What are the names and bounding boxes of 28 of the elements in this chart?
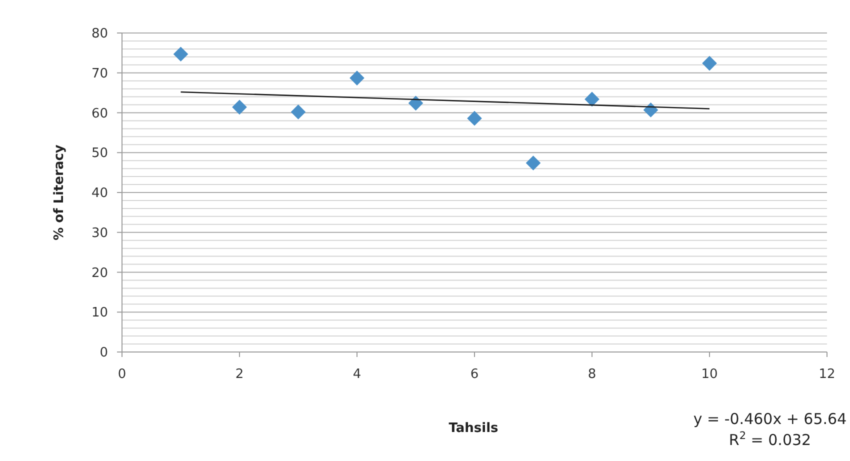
point — [350, 70, 364, 86]
x-tick-label: 0 — [118, 367, 126, 382]
point — [232, 100, 247, 115]
y-tick-label: 10 — [91, 306, 108, 321]
x-axis-title: Tahsils — [448, 421, 499, 436]
text: y = -0.460x + 65.64 — [693, 410, 847, 428]
x-tick-label: 8 — [588, 367, 596, 382]
y-tick-label: 80 — [91, 26, 108, 42]
x-tick-label: 6 — [470, 367, 479, 382]
y-tick-label: 70 — [91, 66, 108, 82]
y-tick-label: 40 — [91, 186, 108, 202]
x-tick-label: 2 — [235, 367, 244, 382]
point — [467, 110, 482, 126]
point — [702, 56, 717, 71]
y-tick-label: 50 — [91, 146, 108, 162]
x-tick-label: 4 — [352, 367, 362, 382]
y-tick-label: 20 — [91, 266, 108, 281]
y-tick-label: 60 — [91, 106, 108, 122]
x-tick-label: 10 — [701, 367, 718, 382]
x-tick-label: 12 — [818, 367, 836, 382]
y-axis-title: % of Literacy — [52, 144, 67, 240]
point — [584, 92, 600, 107]
point — [290, 104, 306, 120]
point — [526, 156, 541, 170]
point — [173, 46, 188, 62]
y-tick-label: 30 — [91, 226, 108, 241]
text: R$^{2}$ = 0.032 — [728, 430, 812, 449]
y-tick-label: 0 — [100, 346, 108, 361]
